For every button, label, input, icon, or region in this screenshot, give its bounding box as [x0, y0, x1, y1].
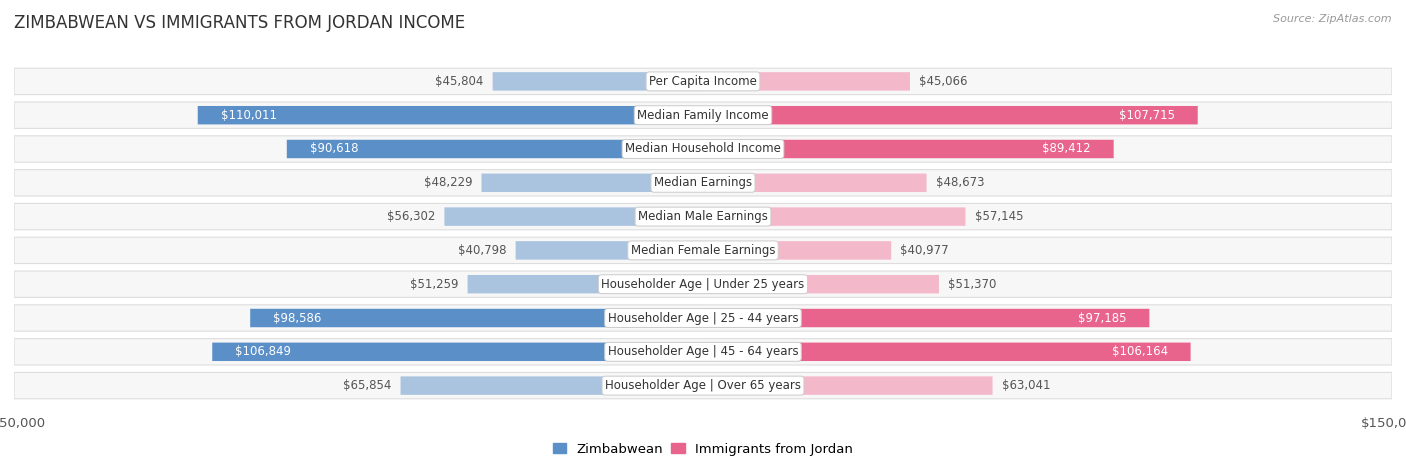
Text: $90,618: $90,618 [309, 142, 359, 156]
Text: $63,041: $63,041 [1001, 379, 1050, 392]
Text: $51,370: $51,370 [948, 278, 997, 290]
FancyBboxPatch shape [198, 106, 703, 124]
Text: $65,854: $65,854 [343, 379, 391, 392]
Legend: Zimbabwean, Immigrants from Jordan: Zimbabwean, Immigrants from Jordan [548, 438, 858, 461]
FancyBboxPatch shape [14, 102, 1392, 128]
Text: ZIMBABWEAN VS IMMIGRANTS FROM JORDAN INCOME: ZIMBABWEAN VS IMMIGRANTS FROM JORDAN INC… [14, 14, 465, 32]
FancyBboxPatch shape [703, 207, 966, 226]
Text: Median Family Income: Median Family Income [637, 109, 769, 122]
Text: Median Female Earnings: Median Female Earnings [631, 244, 775, 257]
FancyBboxPatch shape [703, 174, 927, 192]
Text: $107,715: $107,715 [1119, 109, 1175, 122]
FancyBboxPatch shape [703, 72, 910, 91]
FancyBboxPatch shape [14, 204, 1392, 230]
FancyBboxPatch shape [703, 241, 891, 260]
FancyBboxPatch shape [703, 376, 993, 395]
FancyBboxPatch shape [492, 72, 703, 91]
Text: $56,302: $56,302 [387, 210, 436, 223]
Text: $106,164: $106,164 [1112, 345, 1167, 358]
Text: Median Household Income: Median Household Income [626, 142, 780, 156]
FancyBboxPatch shape [14, 136, 1392, 162]
Text: $110,011: $110,011 [221, 109, 277, 122]
Text: $51,259: $51,259 [411, 278, 458, 290]
Text: Householder Age | 25 - 44 years: Householder Age | 25 - 44 years [607, 311, 799, 325]
FancyBboxPatch shape [444, 207, 703, 226]
FancyBboxPatch shape [703, 309, 1149, 327]
Text: $98,586: $98,586 [273, 311, 322, 325]
Text: Per Capita Income: Per Capita Income [650, 75, 756, 88]
Text: $97,185: $97,185 [1078, 311, 1126, 325]
FancyBboxPatch shape [468, 275, 703, 293]
Text: $48,673: $48,673 [936, 177, 984, 189]
Text: $106,849: $106,849 [235, 345, 291, 358]
FancyBboxPatch shape [14, 237, 1392, 263]
FancyBboxPatch shape [14, 372, 1392, 399]
Text: Median Male Earnings: Median Male Earnings [638, 210, 768, 223]
FancyBboxPatch shape [212, 343, 703, 361]
FancyBboxPatch shape [14, 68, 1392, 95]
FancyBboxPatch shape [703, 343, 1191, 361]
FancyBboxPatch shape [703, 275, 939, 293]
FancyBboxPatch shape [516, 241, 703, 260]
Text: $57,145: $57,145 [974, 210, 1024, 223]
Text: $48,229: $48,229 [423, 177, 472, 189]
FancyBboxPatch shape [14, 305, 1392, 331]
FancyBboxPatch shape [14, 271, 1392, 297]
FancyBboxPatch shape [401, 376, 703, 395]
Text: Median Earnings: Median Earnings [654, 177, 752, 189]
Text: Householder Age | Over 65 years: Householder Age | Over 65 years [605, 379, 801, 392]
FancyBboxPatch shape [14, 339, 1392, 365]
FancyBboxPatch shape [703, 140, 1114, 158]
Text: $40,798: $40,798 [458, 244, 506, 257]
FancyBboxPatch shape [287, 140, 703, 158]
Text: $45,804: $45,804 [434, 75, 484, 88]
FancyBboxPatch shape [481, 174, 703, 192]
Text: $45,066: $45,066 [920, 75, 967, 88]
Text: Source: ZipAtlas.com: Source: ZipAtlas.com [1274, 14, 1392, 24]
Text: $89,412: $89,412 [1042, 142, 1091, 156]
FancyBboxPatch shape [14, 170, 1392, 196]
Text: Householder Age | Under 25 years: Householder Age | Under 25 years [602, 278, 804, 290]
FancyBboxPatch shape [250, 309, 703, 327]
Text: Householder Age | 45 - 64 years: Householder Age | 45 - 64 years [607, 345, 799, 358]
FancyBboxPatch shape [703, 106, 1198, 124]
Text: $40,977: $40,977 [900, 244, 949, 257]
